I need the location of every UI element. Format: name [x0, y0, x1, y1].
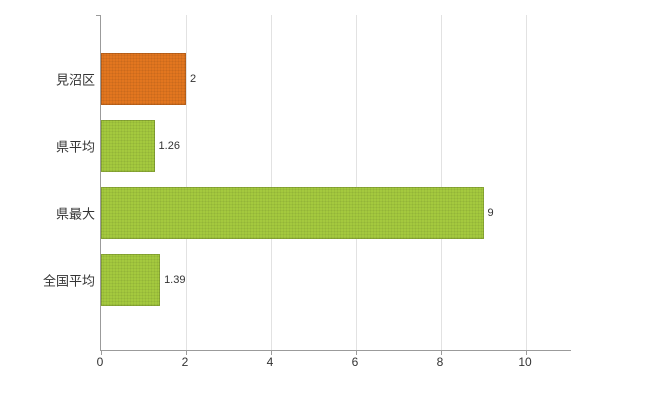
- bar-row: 9: [101, 187, 571, 239]
- bar-4: [101, 254, 161, 306]
- gridline: [526, 15, 527, 350]
- x-tick-label: 8: [436, 355, 444, 369]
- x-tick-label: 2: [181, 355, 189, 369]
- x-axis-tick: [441, 351, 442, 355]
- gridline: [271, 15, 272, 350]
- bar-3: [101, 187, 484, 239]
- value-label: 1.26: [158, 140, 180, 152]
- x-axis-tick: [356, 351, 357, 355]
- x-axis-tick: [101, 351, 102, 355]
- bar-row: 1.39: [101, 254, 571, 306]
- x-tick-label: 6: [351, 355, 359, 369]
- bar-1: [101, 53, 186, 105]
- category-label: 県平均: [55, 139, 95, 155]
- bar-2: [101, 120, 155, 172]
- plot-area: 2 1.26 9 1.39: [96, 15, 571, 355]
- bar-row: 2: [101, 53, 571, 105]
- x-tick-label: 4: [266, 355, 274, 369]
- value-label: 1.39: [164, 274, 186, 286]
- bar-row: 1.26: [101, 120, 571, 172]
- y-axis-top-tick: [96, 15, 100, 16]
- gridline: [186, 15, 187, 350]
- x-tick-label: 0: [96, 355, 104, 369]
- x-axis-tick: [271, 351, 272, 355]
- value-label: 9: [487, 207, 494, 219]
- category-label: 県最大: [55, 206, 95, 222]
- gridline: [441, 15, 442, 350]
- x-axis-tick: [526, 351, 527, 355]
- x-tick-label: 10: [518, 355, 532, 369]
- value-label: 2: [190, 73, 197, 85]
- gridline: [356, 15, 357, 350]
- x-axis-tick: [186, 351, 187, 355]
- category-label: 見沼区: [55, 72, 95, 88]
- category-label: 全国平均: [42, 273, 95, 289]
